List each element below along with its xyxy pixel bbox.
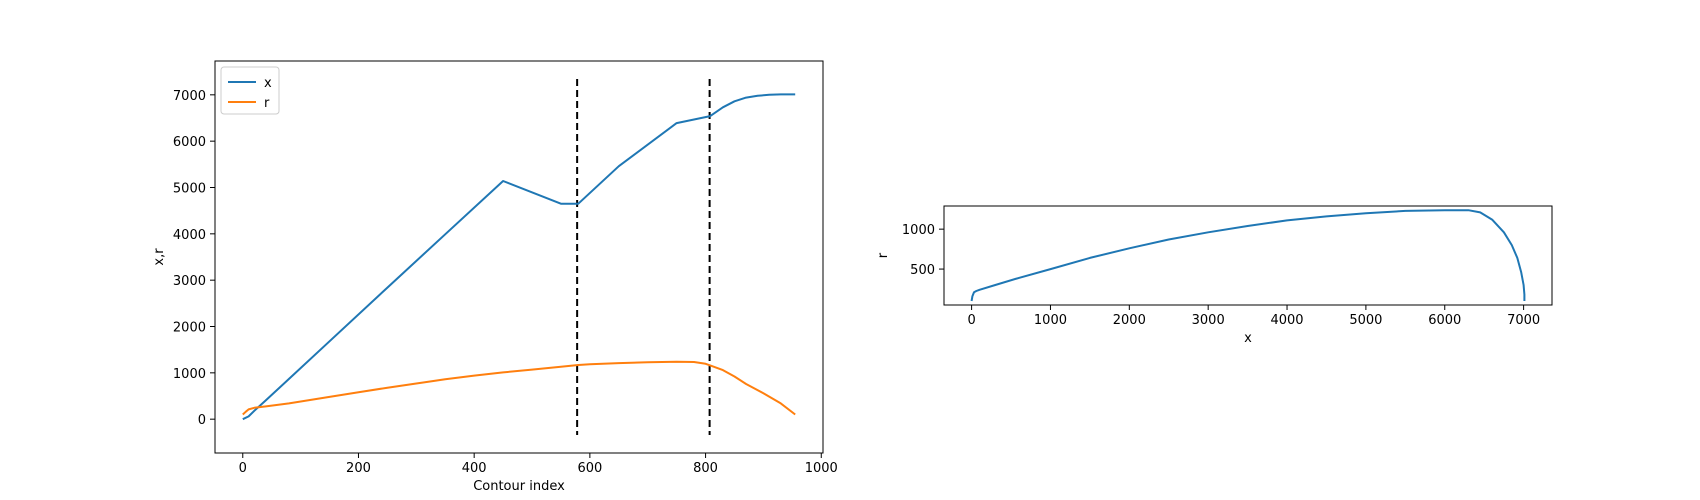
- contour-index-axes: 0 200 400 600 800 1000 0 1000 2000 3000 4000 5000 60…: [152, 60, 838, 494]
- left-y-tick-label: 0: [198, 413, 206, 428]
- right-x-axis-label: x: [1244, 331, 1252, 346]
- right-series-line-r-vs-x: [970, 209, 1526, 302]
- right-y-tick-label: 1000: [902, 223, 935, 238]
- left-x-tick-label: 0: [239, 461, 247, 476]
- left-y-tick-label: 6000: [173, 135, 206, 150]
- right-x-tick-label: 5000: [1349, 313, 1382, 328]
- right-x-tick-label: 3000: [1192, 313, 1225, 328]
- left-y-tick-label: 7000: [173, 89, 206, 104]
- left-series-line-x: [242, 93, 796, 421]
- left-y-tick-label: 1000: [173, 367, 206, 382]
- left-x-tick-label: 600: [577, 461, 602, 476]
- right-x-tick-label: 0: [967, 313, 975, 328]
- left-x-tick-label: 800: [693, 461, 718, 476]
- right-x-tick-label: 4000: [1270, 313, 1303, 328]
- left-y-tick-label: 3000: [173, 274, 206, 289]
- left-x-axis-label: Contour index: [473, 479, 565, 494]
- left-x-tick-label: 1000: [805, 461, 838, 476]
- left-y-tick-label: 4000: [173, 228, 206, 243]
- right-x-tick-label: 7000: [1507, 313, 1540, 328]
- right-axes-frame: [943, 205, 1553, 306]
- legend-label-x: x: [264, 76, 272, 91]
- left-axes-frame: [214, 60, 824, 454]
- left-y-axis-label: x,r: [152, 248, 167, 266]
- x-r-axes: 0 1000 2000 3000 4000 5000 6000 7000 500 1000 x r: [876, 205, 1553, 346]
- left-x-tick-label: 200: [346, 461, 371, 476]
- right-x-tick-label: 1000: [1034, 313, 1067, 328]
- left-x-tick-label: 400: [462, 461, 487, 476]
- right-x-tick-label: 6000: [1428, 313, 1461, 328]
- legend-label-r: r: [264, 96, 270, 111]
- left-y-tick-label: 5000: [173, 181, 206, 196]
- right-x-tick-label: 2000: [1113, 313, 1146, 328]
- left-series-line-r: [242, 360, 796, 416]
- right-y-tick-label: 500: [910, 263, 935, 278]
- right-y-axis-label: r: [876, 252, 891, 258]
- left-y-tick-label: 2000: [173, 321, 206, 336]
